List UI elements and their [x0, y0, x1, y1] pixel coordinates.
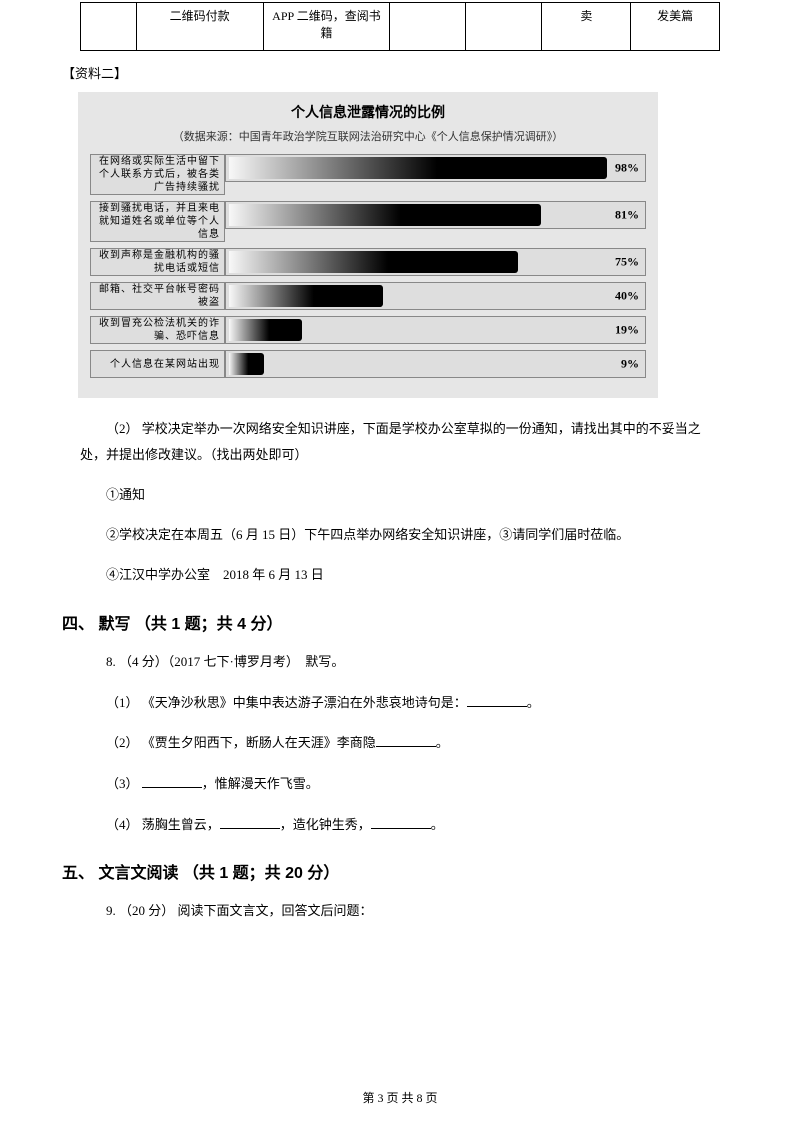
q8-3a: （3） — [106, 776, 142, 791]
blank — [371, 815, 431, 829]
bar-row: 收到声称是金融机构的骚扰电话或短信 75% — [90, 248, 646, 276]
bar-track: 40% — [225, 282, 646, 310]
blank — [142, 774, 202, 788]
blank — [467, 693, 527, 707]
bar-fill — [229, 319, 302, 341]
bar-track: 19% — [225, 316, 646, 344]
bar-percent: 40% — [615, 289, 639, 304]
cell-empty-3 — [390, 3, 466, 51]
bar-row: 邮箱、社交平台帐号密码被盗 40% — [90, 282, 646, 310]
q8-2-tail: 。 — [436, 735, 449, 750]
bar-percent: 19% — [615, 323, 639, 338]
bar-track: 98% — [225, 154, 646, 182]
bar-track: 81% — [225, 201, 646, 229]
cell-sell: 卖 — [542, 3, 631, 51]
bar-label: 个人信息在某网站出现 — [90, 350, 225, 378]
bar-percent: 81% — [615, 208, 639, 223]
q2-intro: （2） 学校决定举办一次网络安全知识讲座，下面是学校办公室草拟的一份通知，请找出… — [80, 416, 720, 468]
bar-percent: 75% — [615, 255, 639, 270]
bar-track: 9% — [225, 350, 646, 378]
page-footer: 第 3 页 共 8 页 — [0, 1089, 800, 1106]
bar-label: 收到冒充公检法机关的诈骗、恐吓信息 — [90, 316, 225, 344]
q8-4b: ，造化钟生秀， — [280, 817, 371, 832]
q8-2-text: （2） 《贾生夕阳西下，断肠人在天涯》李商隐 — [106, 735, 376, 750]
info-leak-chart: 个人信息泄露情况的比例 （数据来源：中国青年政治学院互联网法治研究中心《个人信息… — [78, 92, 658, 398]
blank — [220, 815, 280, 829]
chart-subtitle: （数据来源：中国青年政治学院互联网法治研究中心《个人信息保护情况调研》） — [90, 128, 646, 144]
cell-app-qr: APP 二维码，查阅书籍 — [263, 3, 390, 51]
bar-row: 收到冒充公检法机关的诈骗、恐吓信息 19% — [90, 316, 646, 344]
notice-line-2: ②学校决定在本周五（6 月 15 日）下午四点举办网络安全知识讲座，③请同学们届… — [80, 522, 720, 548]
cell-meipian: 发美篇 — [631, 3, 720, 51]
q8-4-tail: 。 — [431, 817, 444, 832]
cell-qr-pay: 二维码付款 — [136, 3, 263, 51]
bar-row: 个人信息在某网站出现 9% — [90, 350, 646, 378]
bar-fill — [229, 251, 518, 273]
blank — [376, 733, 436, 747]
bar-track: 75% — [225, 248, 646, 276]
top-table: 二维码付款 APP 二维码，查阅书籍 卖 发美篇 — [80, 2, 720, 51]
bar-fill — [229, 353, 264, 375]
bar-label: 邮箱、社交平台帐号密码被盗 — [90, 282, 225, 310]
notice-line-3: ④江汉中学办公室 2018 年 6 月 13 日 — [80, 562, 720, 588]
q8-4: （4） 荡胸生曾云， ，造化钟生秀， 。 — [80, 813, 720, 838]
q8-1: （1） 《天净沙秋思》中集中表达游子漂泊在外悲哀地诗句是： 。 — [80, 691, 720, 716]
q8-4a: （4） 荡胸生曾云， — [106, 817, 220, 832]
q8-3: （3） ，惟解漫天作飞雪。 — [80, 772, 720, 797]
notice-line-1: ①通知 — [80, 482, 720, 508]
section-4-heading: 四、 默写 （共 1 题；共 4 分） — [62, 610, 720, 634]
bar-label: 在网络或实际生活中留下个人联系方式后，被各类广告持续骚扰 — [90, 154, 225, 195]
bar-percent: 98% — [615, 161, 639, 176]
q8-1-tail: 。 — [527, 695, 540, 710]
chart-title: 个人信息泄露情况的比例 — [90, 102, 646, 122]
q8-2: （2） 《贾生夕阳西下，断肠人在天涯》李商隐 。 — [80, 731, 720, 756]
q8-1-text: （1） 《天净沙秋思》中集中表达游子漂泊在外悲哀地诗句是： — [106, 695, 467, 710]
q8-3b: ，惟解漫天作飞雪。 — [202, 776, 319, 791]
bar-fill — [229, 204, 541, 226]
cell-empty-0 — [81, 3, 137, 51]
table-row: 二维码付款 APP 二维码，查阅书籍 卖 发美篇 — [81, 3, 720, 51]
bar-percent: 9% — [621, 357, 639, 372]
section-5-heading: 五、 文言文阅读 （共 1 题；共 20 分） — [62, 859, 720, 883]
q9-head: 9. （20 分） 阅读下面文言文，回答文后问题： — [80, 899, 720, 924]
bar-row: 在网络或实际生活中留下个人联系方式后，被各类广告持续骚扰 98% — [90, 154, 646, 195]
material-2-label: 【资料二】 — [62, 63, 720, 82]
bar-label: 收到声称是金融机构的骚扰电话或短信 — [90, 248, 225, 276]
bar-label: 接到骚扰电话，并且来电就知道姓名或单位等个人信息 — [90, 201, 225, 242]
q8-head: 8. （4 分）（2017 七下·博罗月考） 默写。 — [80, 650, 720, 675]
bar-fill — [229, 157, 607, 179]
bar-fill — [229, 285, 383, 307]
cell-empty-4 — [466, 3, 542, 51]
bar-row: 接到骚扰电话，并且来电就知道姓名或单位等个人信息 81% — [90, 201, 646, 242]
